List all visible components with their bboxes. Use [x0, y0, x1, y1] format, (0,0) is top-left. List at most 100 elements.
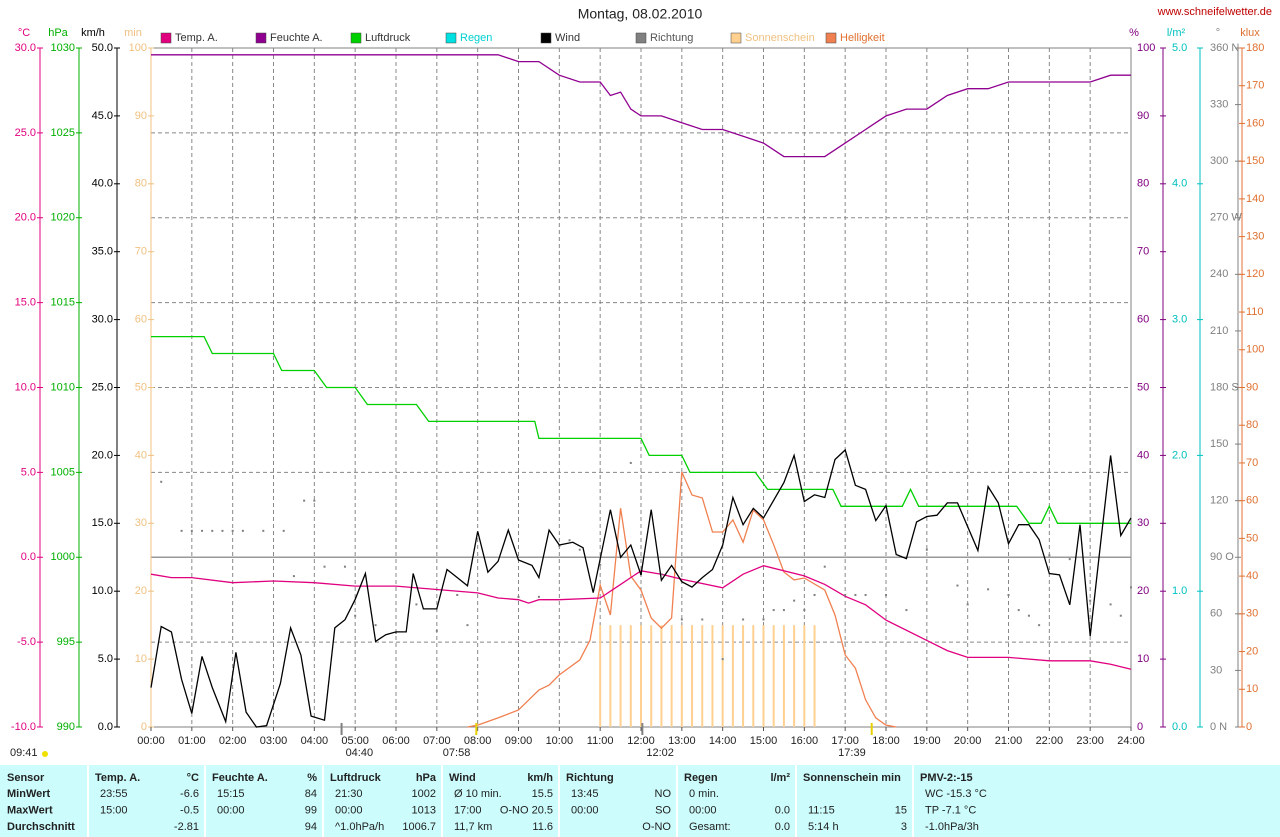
y-tick-label: 25.0 — [15, 127, 36, 139]
table-cell: -2.81 — [174, 821, 199, 833]
y-tick-label: 70 — [1137, 246, 1149, 258]
y-tick-label: 180 — [1246, 42, 1264, 54]
y-tick-label: 0 N — [1210, 721, 1227, 733]
y-tick-label: 50 — [1137, 381, 1149, 393]
y-tick-label: 15.0 — [15, 297, 36, 309]
table-cell: 11,7 km — [454, 821, 492, 833]
table-cell: 0 min. — [689, 788, 719, 800]
y-tick-label: 160 — [1246, 117, 1264, 129]
legend-label: Wind — [555, 32, 580, 44]
y-tick-label: 1025 — [51, 127, 75, 139]
table-cell: 11:15 — [808, 804, 835, 816]
y-tick-label: 130 — [1246, 231, 1264, 243]
y-tick-label: 70 — [135, 246, 147, 258]
y-tick-label: 110 — [1246, 306, 1264, 318]
table-background — [0, 765, 1280, 837]
table-cell: 0.0 — [775, 821, 790, 833]
x-tick-label: 07:00 — [423, 735, 451, 747]
moon-time: 09:41 — [10, 747, 38, 759]
table-cell: 84 — [305, 788, 317, 800]
x-tick-label: 09:00 — [505, 735, 533, 747]
x-tick-label: 01:00 — [178, 735, 206, 747]
x-tick-label: 17:00 — [831, 735, 859, 747]
y-tick-label: 240 — [1210, 268, 1228, 280]
y-tick-label: 45.0 — [92, 110, 113, 122]
direction-dot — [456, 593, 459, 596]
direction-dot — [1119, 614, 1122, 617]
legend-swatch — [730, 32, 742, 44]
y-tick-label: 70 — [1246, 457, 1258, 469]
direction-dot — [844, 593, 847, 596]
table-cell: 15 — [895, 804, 907, 816]
y-tick-label: 30 — [1137, 517, 1149, 529]
direction-dot — [1109, 603, 1112, 606]
y-tick-label: 360 N — [1210, 42, 1239, 54]
legend-swatch — [635, 32, 647, 44]
y-tick-label: 40.0 — [92, 178, 113, 190]
y-tick-label: 0.0 — [1172, 721, 1187, 733]
table-unit: °C — [187, 772, 199, 784]
table-cell: TP -7.1 °C — [925, 804, 976, 816]
direction-dot — [813, 593, 816, 596]
row-label: MinWert — [7, 788, 51, 800]
series-line — [151, 54, 1131, 158]
y-tick-label: 80 — [135, 178, 147, 190]
table-cell: 13:45 — [571, 788, 599, 800]
y-tick-label: 0.0 — [98, 721, 113, 733]
y-tick-label: 100 — [1137, 42, 1155, 54]
x-tick-label: 08:00 — [464, 735, 492, 747]
y-tick-label: 60 — [1137, 314, 1149, 326]
y-tick-label: 20.0 — [15, 212, 36, 224]
table-cell: 1002 — [412, 788, 436, 800]
table-cell: -0.5 — [180, 804, 199, 816]
legend-label: Helligkeit — [840, 32, 885, 44]
event-label: 12:02 — [646, 747, 674, 759]
table-cell: 15:15 — [217, 788, 245, 800]
direction-dot — [282, 529, 285, 532]
direction-dot — [262, 529, 265, 532]
x-tick-label: 13:00 — [668, 735, 696, 747]
event-label: 17:39 — [838, 747, 866, 759]
table-cell: 00:00 — [335, 804, 363, 816]
direction-dot — [517, 595, 520, 598]
y-tick-label: 120 — [1246, 268, 1264, 280]
table-cell: 0.0 — [775, 804, 790, 816]
direction-dot — [1048, 554, 1051, 557]
y-tick-label: 90 — [1137, 110, 1149, 122]
direction-dot — [629, 461, 632, 464]
y-tick-label: 1015 — [51, 297, 75, 309]
axis-unit: km/h — [81, 27, 105, 39]
direction-dot — [313, 499, 316, 502]
x-tick-label: 12:00 — [627, 735, 655, 747]
x-tick-label: 14:00 — [709, 735, 737, 747]
table-header: Sensor — [7, 772, 45, 784]
table-header: Richtung — [566, 772, 614, 784]
direction-dot — [721, 658, 724, 661]
table-cell: -6.6 — [180, 788, 199, 800]
y-tick-label: 30 — [135, 517, 147, 529]
table-cell: -1.0hPa/3h — [925, 821, 979, 833]
x-tick-label: 23:00 — [1076, 735, 1104, 747]
table-header: Regen — [684, 772, 718, 784]
table-cell: 5:14 h — [808, 821, 839, 833]
legend-swatch — [445, 32, 457, 44]
y-tick-label: 60 — [135, 314, 147, 326]
table-header: Sonnenschein min — [803, 772, 901, 784]
direction-dot — [558, 544, 561, 547]
direction-dot — [803, 609, 806, 612]
x-tick-label: 18:00 — [872, 735, 900, 747]
y-tick-label: 30.0 — [92, 314, 113, 326]
x-tick-label: 04:00 — [301, 735, 329, 747]
direction-dot — [599, 563, 602, 566]
direction-dot — [1038, 624, 1041, 627]
direction-dot — [701, 618, 704, 621]
axis-unit: ° — [1216, 27, 1220, 39]
direction-dot — [537, 595, 540, 598]
series-line — [151, 335, 1131, 524]
y-tick-label: 20.0 — [92, 449, 113, 461]
y-tick-label: 90 O — [1210, 551, 1234, 563]
direction-dot — [1068, 558, 1071, 561]
direction-dot — [343, 565, 346, 568]
legend-label: Richtung — [650, 32, 693, 44]
table-cell: 1006.7 — [402, 821, 436, 833]
